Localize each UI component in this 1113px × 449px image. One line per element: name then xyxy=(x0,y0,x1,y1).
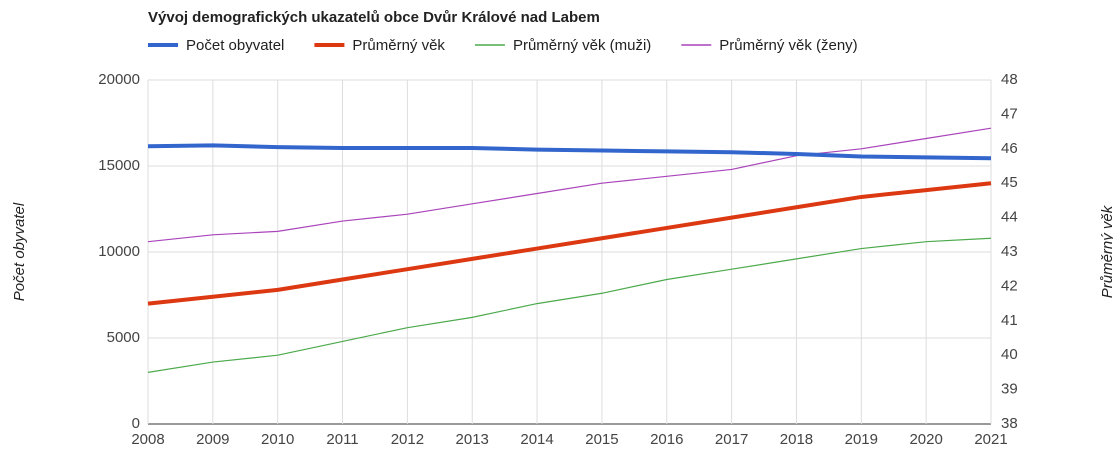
series-line xyxy=(147,127,992,243)
grid xyxy=(147,79,992,425)
legend: Počet obyvatel Průměrný věk Průměrný věk (… xyxy=(148,37,858,54)
x-tick-label: 2014 xyxy=(520,431,553,448)
y2-tick-label: 39 xyxy=(1001,381,1018,398)
legend-label: Průměrný věk (muži) xyxy=(513,37,651,54)
x-tick-label: 2015 xyxy=(585,431,618,448)
y-tick-label: 20000 xyxy=(98,71,140,88)
x-tick-label: 2016 xyxy=(650,431,683,448)
y-tick-label: 15000 xyxy=(98,157,140,174)
x-tick-label: 2010 xyxy=(261,431,294,448)
y2-tick-label: 41 xyxy=(1001,312,1018,329)
y2-tick-label: 45 xyxy=(1001,174,1018,191)
legend-label: Počet obyvatel xyxy=(186,37,284,54)
y2-tick-label: 42 xyxy=(1001,277,1018,294)
x-tick-label: 2012 xyxy=(391,431,424,448)
chart-title: Vývoj demografických ukazatelů obce Dvůr… xyxy=(148,9,600,26)
x-tick-label: 2011 xyxy=(326,431,358,448)
series-line xyxy=(147,181,992,306)
x-tick-label: 2021 xyxy=(974,431,1007,448)
y2-axis-title: Průměrný věk xyxy=(1099,204,1113,298)
x-tick-label: 2009 xyxy=(196,431,229,448)
y-tick-label: 10000 xyxy=(98,243,140,260)
plot xyxy=(147,127,992,373)
y2-tick-label: 44 xyxy=(1001,209,1018,226)
series-line xyxy=(147,237,992,373)
x-tick-label: 2013 xyxy=(456,431,489,448)
y-tick-label: 5000 xyxy=(107,329,140,346)
y2-tick-label: 48 xyxy=(1001,71,1018,88)
x-tick-label: 2017 xyxy=(715,431,748,448)
y-tick-label: 0 xyxy=(132,415,140,432)
y2-tick-label: 46 xyxy=(1001,140,1018,157)
x-tick-label: 2008 xyxy=(131,431,164,448)
x-tick-label: 2020 xyxy=(909,431,942,448)
legend-label: Průměrný věk (ženy) xyxy=(719,37,857,54)
x-tick-label: 2018 xyxy=(780,431,813,448)
y-axis-title: Počet obyvatel xyxy=(11,202,28,301)
y2-tick-label: 38 xyxy=(1001,415,1018,432)
series-line xyxy=(147,143,992,161)
y2-tick-label: 47 xyxy=(1001,105,1018,122)
y2-tick-label: 43 xyxy=(1001,243,1018,260)
y2-tick-label: 40 xyxy=(1001,346,1018,363)
x-tick-label: 2019 xyxy=(845,431,878,448)
legend-label: Průměrný věk xyxy=(352,37,445,54)
